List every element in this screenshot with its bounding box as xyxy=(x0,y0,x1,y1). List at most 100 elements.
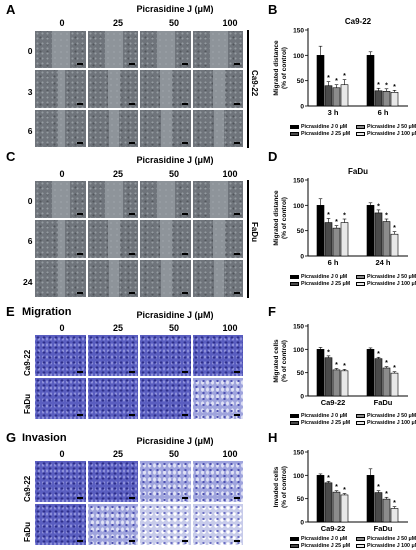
panel-e-image-r0-c2 xyxy=(139,334,192,377)
legend-entry: Picrasidine J 0 μM xyxy=(290,274,348,281)
scale-bar xyxy=(181,540,188,542)
bar-b-0-3 xyxy=(340,84,349,107)
scale-bar xyxy=(234,252,240,255)
chart-b-title: Ca9-22 xyxy=(345,17,372,26)
panel-e-micrograph-grid xyxy=(34,334,258,420)
scale-bar xyxy=(76,252,83,255)
significance-marker: * xyxy=(377,82,380,89)
significance-marker: * xyxy=(335,78,338,85)
legend-swatch xyxy=(356,131,365,136)
bar-b-0-0 xyxy=(316,55,325,107)
panel-e-image-r0-c1 xyxy=(86,334,139,377)
panel-g-conc-100: 100 xyxy=(222,449,238,459)
bar-h-1-2 xyxy=(382,498,391,523)
scale-bar xyxy=(181,102,188,105)
significance-marker: * xyxy=(327,349,330,356)
panel-e-image-r1-c1 xyxy=(86,377,139,420)
legend-entry: Picrasidine J 50 μM xyxy=(356,274,416,281)
panel-a-row-0h: 0 h xyxy=(27,46,40,56)
panel-c-image-r2-c3 xyxy=(191,258,244,298)
bar-h-0-2 xyxy=(332,491,341,523)
chart-f-ylabel: (% of control) xyxy=(281,340,288,382)
bar-d-0-0 xyxy=(316,205,325,257)
panel-c-wound-gap xyxy=(107,220,120,258)
legend-entry: Picrasidine J 0 μM xyxy=(290,413,348,420)
significance-marker: * xyxy=(377,203,380,210)
panel-letter-f: F xyxy=(268,304,276,319)
legend-label: Picrasidine J 0 μM xyxy=(301,413,348,419)
panel-e-label: Migration xyxy=(22,306,72,318)
panel-e-title: Picrasidine J (μM) xyxy=(136,310,214,320)
panel-g-image-r1-c2 xyxy=(139,503,192,546)
panel-a-conc-100: 100 xyxy=(222,18,238,28)
panel-g-image-r1-c3 xyxy=(191,503,244,546)
panel-c-image-r1-c3 xyxy=(191,219,244,259)
legend-label: Picrasidine J 100 μM xyxy=(367,131,416,137)
chart-d-title: FaDu xyxy=(348,167,368,176)
panel-e-conc-25: 25 xyxy=(112,323,123,333)
significance-marker: * xyxy=(343,73,346,80)
panel-e-image-r1-c3 xyxy=(191,377,244,420)
legend-entry: Picrasidine J 25 μM xyxy=(290,131,350,138)
panel-g-image-r0-c3 xyxy=(191,460,244,503)
bar-f-1-0 xyxy=(366,349,375,397)
scale-bar xyxy=(181,414,188,416)
legend-swatch xyxy=(290,543,299,548)
panel-letter-h: H xyxy=(268,430,278,445)
bar-b-0-1 xyxy=(324,85,333,107)
scale-bar xyxy=(76,141,83,144)
chart-b-ylabel: (% of control) xyxy=(281,47,288,89)
legend-label: Picrasidine J 100 μM xyxy=(367,281,416,287)
y-tick-label: 0 xyxy=(300,520,304,527)
panel-a-wound-gap xyxy=(107,70,120,108)
legend-row: Picrasidine J 0 μM Picrasidine J 50 μM xyxy=(290,413,416,420)
legend-label: Picrasidine J 50 μM xyxy=(367,536,416,542)
significance-marker: * xyxy=(335,484,338,491)
scale-bar xyxy=(181,141,188,144)
scale-bar xyxy=(234,540,240,542)
scale-bar xyxy=(129,371,135,373)
panel-a-wound-gap xyxy=(160,70,173,108)
legend-swatch xyxy=(290,131,299,136)
scale-bar xyxy=(234,371,240,373)
legend-entry: Picrasidine J 100 μM xyxy=(356,131,416,138)
bar-h-0-0 xyxy=(316,475,325,523)
bar-f-0-2 xyxy=(332,369,341,397)
legend-row: Picrasidine J 25 μM Picrasidine J 100 μM xyxy=(290,131,416,138)
panel-e-image-r0-c3 xyxy=(191,334,244,377)
scale-bar xyxy=(129,141,135,144)
legend-entry: Picrasidine J 25 μM xyxy=(290,420,350,427)
panel-a-image-r1-c1 xyxy=(86,69,139,109)
panel-g-image-r0-c1 xyxy=(86,460,139,503)
panel-c-wound-gap xyxy=(108,259,119,297)
panel-g-image-r1-c1 xyxy=(86,503,139,546)
legend-swatch xyxy=(290,124,299,129)
bar-h-1-3 xyxy=(390,508,399,523)
panel-a-wound-gap xyxy=(209,31,228,69)
scale-bar xyxy=(129,102,135,105)
panel-a-micrograph-grid xyxy=(34,30,258,148)
panel-a-wound-gap xyxy=(213,109,224,147)
chart-b-ylabel: Migrated distance xyxy=(273,40,280,96)
y-tick-label: 0 xyxy=(300,394,304,401)
bar-f-1-3 xyxy=(390,372,399,397)
y-tick-label: 50 xyxy=(297,228,305,235)
legend-label: Picrasidine J 0 μM xyxy=(301,536,348,542)
chart-h-ylabel: Invaded cells xyxy=(273,466,280,507)
scale-bar xyxy=(181,213,188,216)
panel-a-image-r1-c3 xyxy=(191,69,244,109)
scale-bar xyxy=(76,414,83,416)
panel-c-wound-gap xyxy=(57,220,66,258)
legend-label: Picrasidine J 0 μM xyxy=(301,124,348,130)
x-tick-label: Ca9-22 xyxy=(321,398,346,407)
bar-h-0-3 xyxy=(340,494,349,523)
bar-d-1-0 xyxy=(366,205,375,257)
panel-g-image-r0-c2 xyxy=(139,460,192,503)
chart-d-ylabel: (% of control) xyxy=(281,197,288,239)
panel-a-image-r1-c2 xyxy=(139,69,192,109)
chart-d-ylabel: Migrated distance xyxy=(273,190,280,246)
panel-c-image-r2-c2 xyxy=(139,258,192,298)
scale-bar xyxy=(76,371,83,373)
bar-b-0-2 xyxy=(332,87,341,107)
x-tick-label: 24 h xyxy=(375,258,390,267)
